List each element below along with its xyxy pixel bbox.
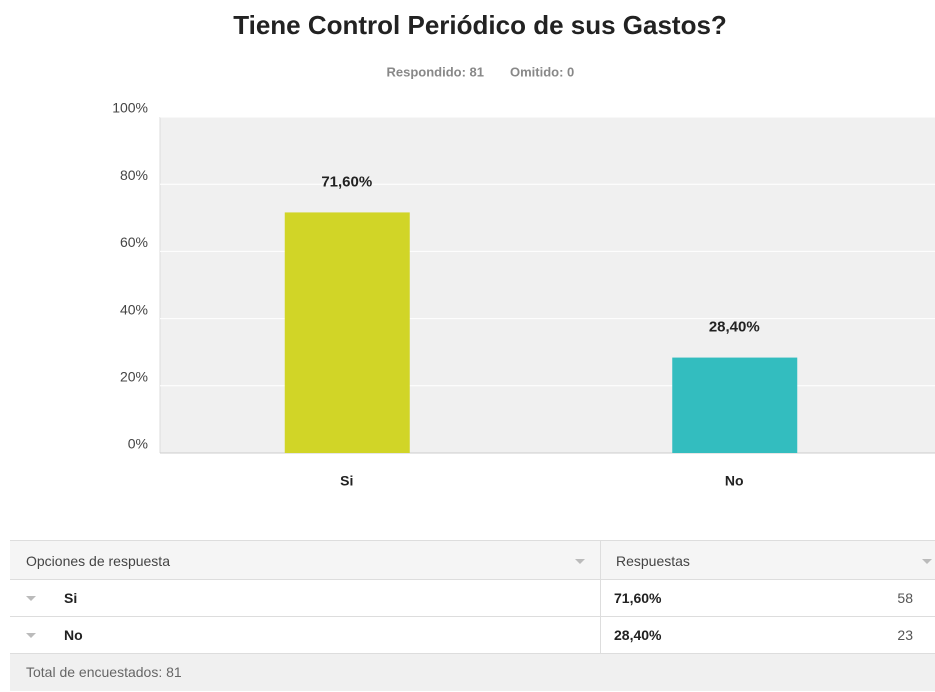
table-header: Opciones de respuesta Respuestas [10, 540, 935, 580]
count: 23 [897, 627, 913, 643]
divider [600, 617, 601, 653]
skipped: Omitido: 0 [510, 64, 574, 79]
sort-icon[interactable] [922, 559, 932, 564]
header-cell: Respuestas [616, 553, 690, 569]
footer-text: Total de encuestados: 81 [26, 664, 182, 680]
value-label: 71,60% [321, 173, 372, 190]
y-tick-label: 60% [120, 234, 148, 250]
bar [284, 212, 410, 453]
y-tick-label: 0% [128, 436, 148, 452]
option-label: No [64, 627, 83, 643]
expand-icon[interactable] [26, 633, 36, 638]
percent: 28,40% [614, 627, 662, 643]
chart: Tiene Control Periódico de sus Gastos? R… [112, 10, 935, 489]
y-tick-label: 100% [112, 100, 148, 116]
value-label: 28,40% [709, 319, 760, 336]
percent: 71,60% [614, 590, 662, 606]
count: 58 [897, 590, 913, 606]
bar [672, 357, 798, 453]
y-tick-label: 80% [120, 167, 148, 183]
y-tick-label: 40% [120, 301, 148, 317]
x-tick-label: No [725, 473, 744, 489]
divider [600, 580, 601, 616]
chart-title: Tiene Control Periódico de sus Gastos? [233, 10, 727, 40]
y-tick-label: 20% [120, 369, 148, 385]
sort-icon[interactable] [575, 559, 585, 564]
x-tick-label: Si [340, 473, 353, 489]
expand-icon[interactable] [26, 596, 36, 601]
plot-area [160, 117, 935, 453]
table: Opciones de respuesta Respuestas Si 71,60… [10, 540, 935, 691]
option-label: Si [64, 590, 78, 606]
table-footer: Total de encuestados: 81 [10, 654, 935, 691]
table-row: No 28,40% 23 [10, 617, 935, 654]
table-row: Si 71,60% 58 [10, 580, 935, 617]
answered: Respondido: 81 [386, 64, 484, 79]
header-cell: Opciones de respuesta [26, 553, 170, 569]
